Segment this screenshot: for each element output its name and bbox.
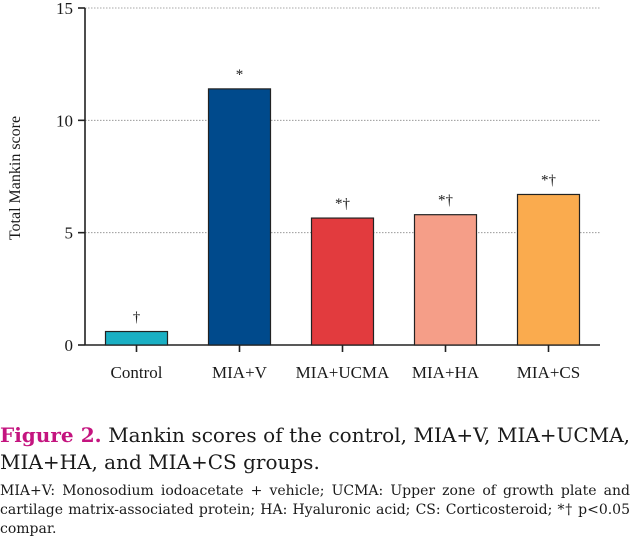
x-tick-label-4: MIA+CS: [517, 363, 580, 382]
caption-title-paragraph: Figure 2. Mankin scores of the control, …: [0, 422, 630, 476]
bar-annotation-4: *†: [541, 172, 557, 188]
figure-label: Figure 2.: [0, 423, 102, 447]
x-tick-label-1: MIA+V: [212, 363, 268, 382]
bar-mia-ha: [413, 214, 478, 346]
bar-annotation-2: *†: [335, 196, 351, 212]
y-tick-label-0: 0: [65, 336, 74, 355]
y-tick-label-10: 10: [56, 111, 73, 130]
bar-annotation-0: †: [133, 310, 141, 326]
bar-control: [104, 330, 169, 346]
labels: 0 5 10 15 Control † MIA+V * MIA+UCMA *† MIA+HA *† MI…: [56, 0, 580, 382]
bar-annotation-3: *†: [438, 193, 454, 209]
y-tick-label-15: 15: [56, 0, 73, 18]
bar-chart: 0 5 10 15 Control † MIA+V * MIA+UCMA *† MIA+HA *† MI…: [7, 0, 600, 382]
caption-title: Mankin scores of the control, MIA+V, MIA…: [0, 423, 630, 474]
y-tick-label-5: 5: [65, 224, 74, 243]
bars: [104, 88, 581, 346]
grid-lines: [85, 7, 600, 234]
bar-mia-cs: [516, 193, 581, 346]
x-tick-label-0: Control: [111, 363, 163, 382]
caption-note: MIA+V: Monosodium iodoacetate + vehicle;…: [0, 483, 630, 537]
y-axis-label: Total Mankin score: [7, 116, 24, 240]
bar-mia-ucma: [310, 217, 375, 346]
x-tick-label-2: MIA+UCMA: [296, 363, 390, 382]
x-tick-label-3: MIA+HA: [412, 363, 480, 382]
figure-caption: Figure 2. Mankin scores of the control, …: [0, 422, 630, 539]
bar-mia-v: [207, 88, 272, 346]
bar-annotation-1: *: [236, 67, 244, 83]
